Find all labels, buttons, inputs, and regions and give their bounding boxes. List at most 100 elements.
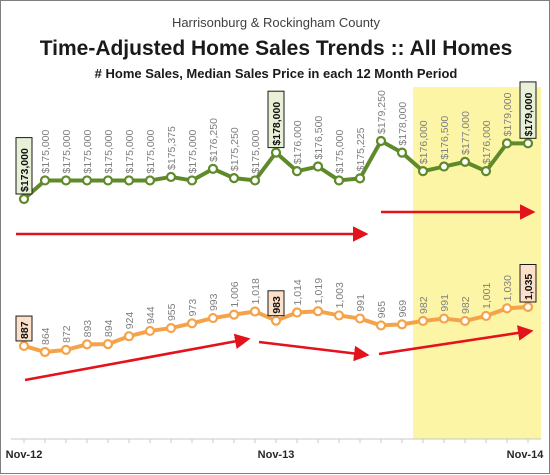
sales-point [102, 339, 114, 350]
price-point [333, 175, 345, 186]
trend-arrow [258, 340, 370, 362]
sales-point [522, 301, 534, 313]
sales-data-label: 864 [40, 327, 52, 345]
sales-data-label: 894 [103, 319, 115, 337]
sales-data-label: 965 [376, 301, 388, 319]
price-data-label: $175,000 [145, 129, 157, 173]
price-data-label: $175,250 [229, 127, 241, 171]
highlight-region [413, 87, 541, 439]
price-data-label: $175,000 [103, 129, 115, 173]
price-data-label: $175,000 [250, 129, 262, 173]
price-point [123, 175, 135, 186]
price-point [102, 175, 114, 186]
sales-point [81, 339, 93, 350]
x-axis: Nov-12 Nov-13 Nov-14 [6, 438, 545, 461]
sales-point [396, 319, 408, 330]
price-data-label: $175,375 [166, 126, 178, 170]
sales-point [417, 315, 429, 327]
sales-data-label: 887 [19, 321, 31, 339]
price-point [270, 147, 282, 158]
price-point [165, 171, 177, 183]
price-point [186, 175, 198, 186]
sales-data-label: 955 [166, 303, 178, 321]
price-highlight-box [519, 81, 537, 139]
price-point [354, 173, 366, 184]
price-data-label: $176,500 [439, 116, 451, 160]
price-data-label: $175,225 [355, 127, 367, 171]
price-series: $173,000 $175,000 $175,000 $175,000 $175,000… [15, 81, 537, 205]
price-data-label: $176,000 [481, 120, 493, 164]
sales-data-label: 982 [418, 296, 430, 314]
sales-data-label: 982 [460, 296, 472, 314]
price-point [18, 193, 30, 205]
price-highlight-box [267, 90, 285, 149]
price-highlight-box [15, 137, 33, 195]
price-data-label: $176,500 [313, 116, 325, 160]
sales-point [144, 325, 156, 337]
price-data-label: $179,250 [376, 90, 388, 134]
trend-arrow [378, 325, 534, 356]
sales-point [39, 346, 51, 358]
sales-data-label: 993 [208, 293, 220, 311]
x-tick-label: Nov-12 [6, 449, 43, 461]
sales-highlight-box [519, 264, 537, 303]
chart-subtitle: # Home Sales, Median Sales Price in each… [95, 66, 458, 81]
price-data-label: $176,250 [208, 118, 220, 162]
sales-point [18, 340, 30, 352]
sales-data-label: 944 [145, 306, 157, 324]
sales-point [207, 312, 219, 324]
chart-title: Time-Adjusted Home Sales Trends :: All H… [40, 37, 513, 60]
price-point [207, 163, 219, 174]
price-point [438, 161, 450, 172]
sales-point [459, 315, 471, 327]
price-point [522, 138, 534, 149]
price-point [81, 175, 93, 186]
price-point [501, 138, 513, 149]
sales-highlight-box [15, 315, 33, 342]
sales-point [228, 309, 240, 320]
sales-data-label: 893 [82, 320, 94, 338]
sales-data-label: 973 [187, 299, 199, 317]
price-data-label: $175,000 [187, 129, 199, 173]
sales-data-label: 969 [397, 300, 409, 318]
price-data-label: $178,000 [271, 102, 283, 146]
sales-point [438, 313, 450, 324]
chart-supertitle: Harrisonburg & Rockingham County [172, 15, 381, 30]
price-point [396, 147, 408, 158]
x-tick-label: Nov-13 [258, 449, 295, 461]
price-data-label: $173,000 [19, 148, 31, 192]
price-point [312, 161, 324, 172]
price-point [39, 175, 51, 186]
sales-data-label: 1,001 [481, 283, 493, 309]
price-point [291, 166, 303, 177]
sales-point [480, 310, 492, 322]
sales-point [501, 303, 513, 314]
price-data-label: $179,000 [502, 92, 514, 136]
price-point [228, 173, 240, 184]
sales-data-label: 1,014 [292, 279, 304, 305]
trend-arrow [24, 333, 251, 382]
sales-point [249, 306, 261, 317]
price-point [144, 175, 156, 186]
sales-point [186, 318, 198, 329]
sales-point [60, 344, 72, 355]
price-point [60, 175, 72, 186]
price-point [375, 135, 387, 147]
price-data-label: $175,000 [40, 129, 52, 173]
price-data-label: $175,000 [124, 129, 136, 173]
sales-data-label: 983 [271, 296, 283, 314]
sales-point [375, 320, 387, 331]
trend-arrows [16, 204, 536, 382]
price-data-label: $175,000 [61, 129, 73, 173]
sales-data-label: 1,003 [334, 282, 346, 308]
sales-series: 887 864 872 893 894 924 944 955 973 993 1,006 1,018… [15, 264, 537, 358]
sales-data-label: 1,006 [229, 281, 241, 307]
sales-highlight-box [267, 290, 285, 317]
price-data-label: $179,000 [523, 92, 535, 136]
sales-data-label: 1,035 [523, 274, 535, 300]
sales-data-label: 1,019 [313, 278, 325, 304]
x-tick-label: Nov-14 [507, 449, 545, 461]
sales-point [123, 331, 135, 342]
